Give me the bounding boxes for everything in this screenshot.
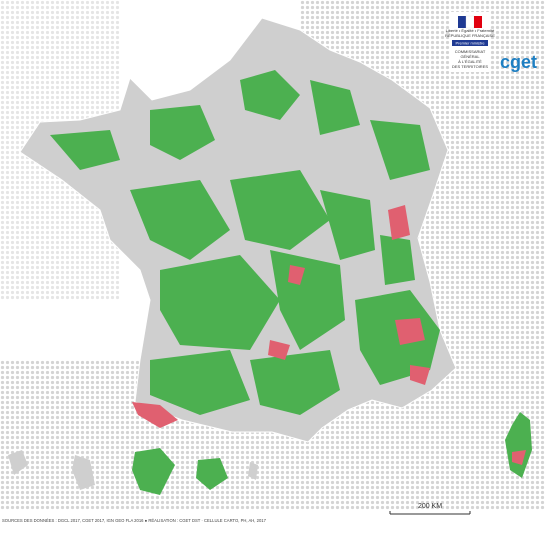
sources: SOURCES DES DONNÉES : DGCL 2017, CGET 20…	[2, 518, 267, 523]
motto: Liberté • Égalité • Fraternité	[446, 28, 496, 33]
flag-blue	[458, 16, 466, 28]
martinique	[72, 455, 95, 490]
scale-label: 200 KM	[418, 503, 442, 510]
guyane	[132, 448, 175, 495]
ministry-band	[452, 40, 488, 46]
agency-line: GÉNÉRAL	[460, 54, 480, 59]
guadeloupe	[8, 450, 28, 475]
flag-white	[465, 15, 475, 29]
agency-line: À L'ÉGALITÉ	[458, 59, 482, 64]
logo: Liberté • Égalité • Fraternité RÉPUBLIQU…	[445, 12, 537, 72]
green-areas	[50, 70, 440, 415]
brand: cget	[500, 52, 537, 72]
flag-red	[474, 16, 482, 28]
agency-line: COMMISSARIAT	[455, 49, 486, 54]
scale-bar: 200 KM	[389, 503, 471, 515]
corsica-red	[512, 450, 526, 465]
agency-line: DES TERRITOIRES	[452, 64, 488, 69]
mayotte	[248, 462, 258, 480]
corsica	[505, 412, 532, 478]
ministry: Premier ministre	[455, 41, 485, 46]
red-areas	[132, 205, 430, 428]
reunion	[196, 458, 228, 490]
republic: RÉPUBLIQUE FRANÇAISE	[445, 33, 495, 38]
